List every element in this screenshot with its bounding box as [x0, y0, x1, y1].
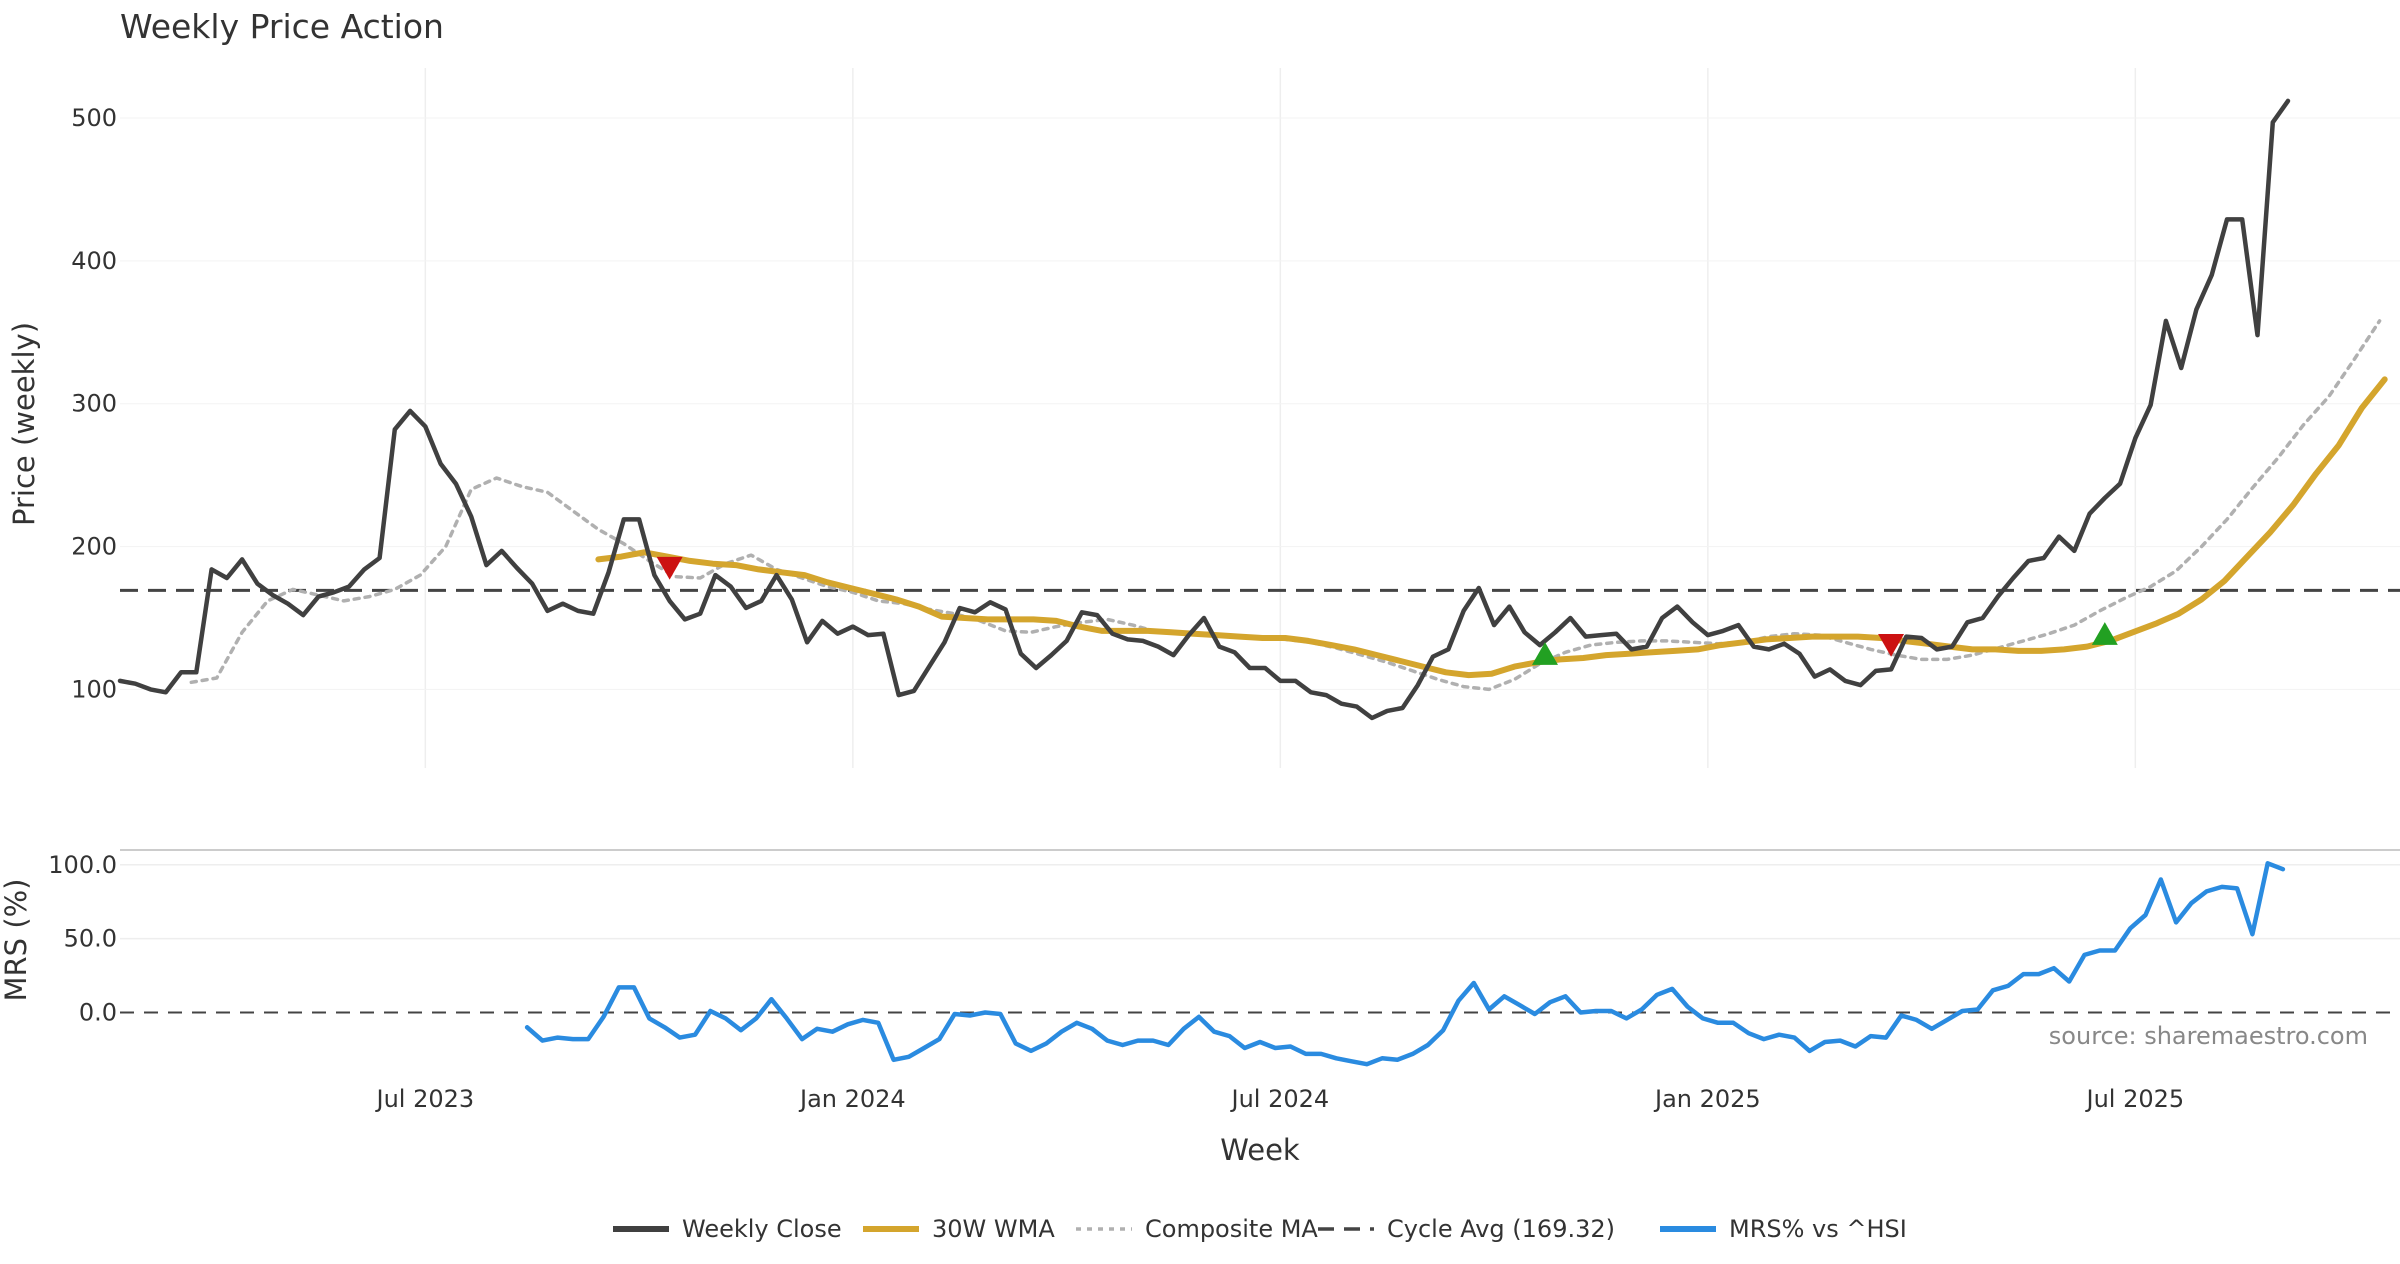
chart-title: Weekly Price Action	[120, 7, 444, 46]
sell-signal-marker	[656, 556, 683, 580]
price-y-tick-label: 500	[71, 104, 117, 132]
buy-signal-marker	[2091, 622, 2118, 645]
legend-cycle-avg-label: Cycle Avg (169.32)	[1387, 1215, 1615, 1243]
legend: Weekly Close 30W WMA Composite MA Cycle Avg…	[613, 1215, 1907, 1243]
x-tick-label: Jul 2025	[2085, 1085, 2185, 1113]
mrs-axis-title: MRS (%)	[0, 879, 33, 1002]
legend-mrs-label: MRS% vs ^HSI	[1729, 1215, 1907, 1243]
legend-composite-ma-label: Composite MA	[1145, 1215, 1318, 1243]
price-y-tick-label: 400	[71, 247, 117, 275]
sell-signal-marker	[1878, 633, 1905, 657]
x-tick-label: Jan 2024	[798, 1085, 906, 1113]
source-label: source: sharemaestro.com	[2049, 1022, 2368, 1050]
legend-weekly-close-label: Weekly Close	[682, 1215, 842, 1243]
x-tick-label: Jan 2025	[1653, 1085, 1761, 1113]
weekly-close-line	[117, 98, 2291, 721]
x-tick-label: Jul 2024	[1230, 1085, 1330, 1113]
legend-30w-wma-label: 30W WMA	[932, 1215, 1055, 1243]
composite-ma-line	[189, 319, 2382, 692]
price-y-tick-label: 100	[71, 675, 117, 703]
x-axis-title: Week	[1220, 1133, 1300, 1167]
mrs-y-tick-label: 50.0	[64, 925, 117, 953]
wma-30w-line	[595, 376, 2388, 679]
mrs-line	[524, 861, 2286, 1067]
mrs-y-tick-label: 100.0	[48, 851, 117, 879]
price-y-tick-label: 200	[71, 533, 117, 561]
buy-signal-marker	[1532, 642, 1558, 665]
x-tick-label: Jul 2023	[375, 1085, 475, 1113]
price-axis-title: Price (weekly)	[7, 322, 41, 526]
price-y-tick-label: 300	[71, 390, 117, 418]
mrs-y-tick-label: 0.0	[79, 999, 117, 1027]
